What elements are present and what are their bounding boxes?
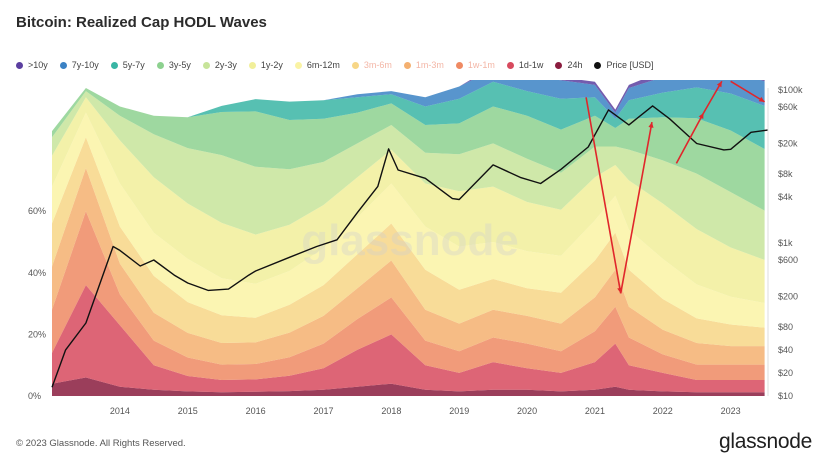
y-right-tick: $40 bbox=[778, 345, 793, 355]
legend-label: 1d-1w bbox=[518, 60, 544, 70]
legend-label: 7y-10y bbox=[71, 60, 99, 70]
area-6m12m bbox=[52, 112, 765, 328]
annotation-arrow bbox=[702, 80, 723, 114]
y-right-tick: $20k bbox=[778, 138, 798, 148]
legend-label: 6m-12m bbox=[306, 60, 340, 70]
annotation-arrow bbox=[585, 97, 622, 294]
x-tick: 2022 bbox=[653, 406, 673, 416]
x-tick: 2023 bbox=[721, 406, 741, 416]
legend-label: >10y bbox=[28, 60, 48, 70]
legend-label: 3y-5y bbox=[168, 60, 191, 70]
x-tick: 2014 bbox=[110, 406, 130, 416]
area-1m3m bbox=[52, 168, 765, 365]
x-tick: 2021 bbox=[585, 406, 605, 416]
area-1w1m bbox=[52, 211, 765, 380]
legend-dot-icon bbox=[202, 61, 210, 69]
chart-title: Bitcoin: Realized Cap HODL Waves bbox=[16, 14, 267, 31]
annotation-arrowhead bbox=[758, 96, 765, 102]
x-tick: 2015 bbox=[178, 406, 198, 416]
annotation-arrow bbox=[730, 80, 766, 103]
y-right-tick: $20 bbox=[778, 368, 793, 378]
annotation-arrow bbox=[675, 112, 705, 164]
legend-item[interactable]: 1y-2y bbox=[248, 60, 283, 70]
legend-label: 1w-1m bbox=[467, 60, 495, 70]
copyright-text: © 2023 Glassnode. All Rights Reserved. bbox=[16, 438, 186, 449]
legend-label: 2y-3y bbox=[214, 60, 237, 70]
area-2y3y bbox=[52, 91, 765, 260]
legend-label: 1y-2y bbox=[260, 60, 283, 70]
hodl-waves-chart: glassnode 0% 20% 40% 60% $10 $20 $40 $80 $200 $600… bbox=[28, 62, 803, 416]
x-tick: 2017 bbox=[313, 406, 333, 416]
legend-dot-icon bbox=[455, 61, 463, 69]
area-3m6m bbox=[52, 137, 765, 347]
legend-label: 24h bbox=[567, 60, 583, 70]
x-tick: 2019 bbox=[449, 406, 469, 416]
legend-item[interactable]: 3m-6m bbox=[351, 60, 392, 70]
legend-item[interactable]: 3y-5y bbox=[156, 60, 191, 70]
legend-dot-icon bbox=[16, 61, 23, 69]
legend-dot-icon bbox=[156, 61, 164, 69]
legend-dot-icon bbox=[59, 61, 67, 69]
y-left-tick: 20% bbox=[28, 329, 46, 339]
area-7y10y bbox=[52, 68, 765, 132]
x-tick: 2020 bbox=[517, 406, 537, 416]
price-line bbox=[51, 105, 769, 388]
y-right-tick: $60k bbox=[778, 102, 798, 112]
y-right-tick: $80 bbox=[778, 322, 793, 332]
y-right-tick: $1k bbox=[778, 238, 793, 248]
legend-item[interactable]: >10y bbox=[16, 60, 48, 70]
legend-item[interactable]: 24h bbox=[555, 60, 582, 70]
x-tick: 2018 bbox=[381, 406, 401, 416]
y-right-tick: $600 bbox=[778, 255, 798, 265]
legend-item[interactable]: 1w-1m bbox=[455, 60, 495, 70]
legend-item[interactable]: Price [USD] bbox=[594, 60, 653, 70]
legend-label: Price [USD] bbox=[606, 60, 654, 70]
area-1y2y bbox=[52, 97, 765, 303]
y-right-tick: $200 bbox=[778, 291, 798, 301]
legend-item[interactable]: 1d-1w bbox=[506, 60, 544, 70]
legend-item[interactable]: 2y-3y bbox=[202, 60, 237, 70]
legend-dot-icon bbox=[555, 61, 563, 69]
annotation-arrowhead bbox=[648, 122, 654, 128]
legend-label: 5y-7y bbox=[122, 60, 145, 70]
legend-dot-icon bbox=[294, 61, 302, 69]
y-right-tick: $4k bbox=[778, 192, 793, 202]
watermark-text: glassnode bbox=[301, 216, 519, 265]
glassnode-logo: glassnode bbox=[718, 430, 812, 453]
area-1d1w bbox=[52, 285, 765, 393]
annotation-arrowhead bbox=[716, 81, 722, 88]
y-left-tick: 0% bbox=[28, 391, 41, 401]
y-right-tick: $10 bbox=[778, 391, 793, 401]
chart-legend: >10y 7y-10y 5y-7y 3y-5y 2y-3y 1y-2y 6m-12m 3m-6… bbox=[16, 54, 816, 76]
legend-label: 1m-3m bbox=[415, 60, 444, 70]
chart-area: glassnode 0% 20% 40% 60% $10 $20 $40 $80 $200 $600… bbox=[0, 62, 828, 420]
legend-item[interactable]: 7y-10y bbox=[59, 60, 99, 70]
legend-dot-icon bbox=[506, 61, 514, 69]
y-left-tick: 60% bbox=[28, 206, 46, 216]
y-right-tick: $100k bbox=[778, 85, 803, 95]
y-right-tick: $8k bbox=[778, 169, 793, 179]
legend-dot-icon bbox=[110, 61, 118, 69]
annotation-arrow bbox=[619, 122, 653, 294]
legend-label: 3m-6m bbox=[363, 60, 392, 70]
legend-item[interactable]: 5y-7y bbox=[110, 60, 145, 70]
area-3y5y bbox=[52, 88, 765, 211]
legend-dot-icon bbox=[594, 61, 602, 69]
annotation-arrowhead bbox=[698, 113, 704, 120]
legend-dot-icon bbox=[403, 61, 411, 69]
legend-item[interactable]: 6m-12m bbox=[294, 60, 340, 70]
legend-item[interactable]: 1m-3m bbox=[403, 60, 444, 70]
legend-dot-icon bbox=[248, 61, 256, 69]
legend-dot-icon bbox=[351, 61, 359, 69]
y-left-tick: 40% bbox=[28, 268, 46, 278]
x-tick: 2016 bbox=[246, 406, 266, 416]
